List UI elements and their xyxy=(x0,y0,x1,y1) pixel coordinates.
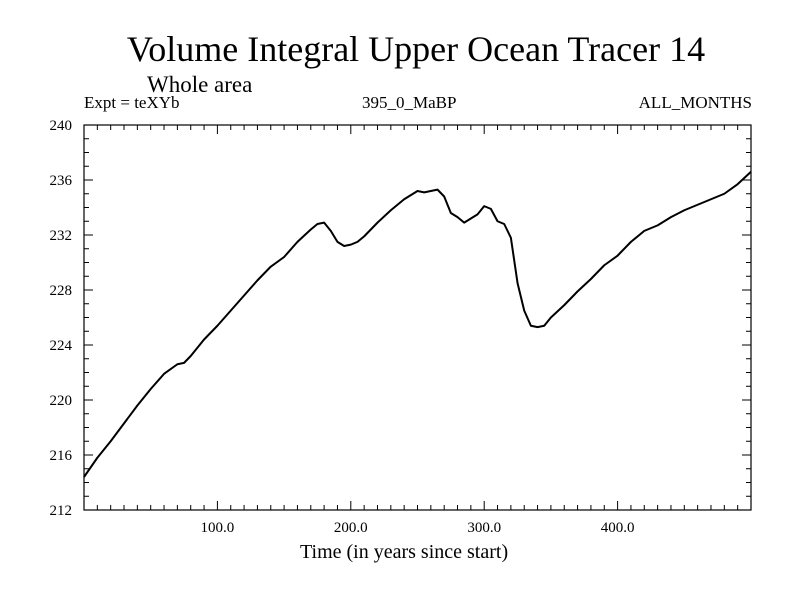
y-tick-label: 232 xyxy=(50,228,73,244)
axis-ticks xyxy=(84,125,751,510)
experiment-label: Expt = teXYb xyxy=(84,93,180,112)
tick-labels: 100.0 200.0 300.0 400.0 212 216 220 224 228 232 23… xyxy=(50,118,635,536)
y-tick-label: 212 xyxy=(50,503,73,519)
y-tick-label: 236 xyxy=(50,173,73,189)
chart-subtitle: Whole area xyxy=(147,72,253,97)
y-tick-label: 240 xyxy=(50,118,73,134)
series-lines xyxy=(83,171,752,478)
x-tick-label: 400.0 xyxy=(601,520,635,536)
x-tick-label: 300.0 xyxy=(467,520,501,536)
plot-frame xyxy=(83,124,752,511)
x-axis-label: Time (in years since start) xyxy=(300,541,509,563)
x-tick-label: 200.0 xyxy=(334,520,368,536)
series-line xyxy=(83,171,752,478)
run-label: 395_0_MaBP xyxy=(362,93,457,112)
y-tick-label: 220 xyxy=(50,393,73,409)
x-tick-label: 100.0 xyxy=(201,520,235,536)
chart-title: Volume Integral Upper Ocean Tracer 14 xyxy=(126,29,706,69)
months-label: ALL_MONTHS xyxy=(638,93,752,112)
y-tick-label: 228 xyxy=(50,283,73,299)
y-tick-label: 216 xyxy=(50,448,73,464)
y-tick-label: 224 xyxy=(50,338,73,354)
